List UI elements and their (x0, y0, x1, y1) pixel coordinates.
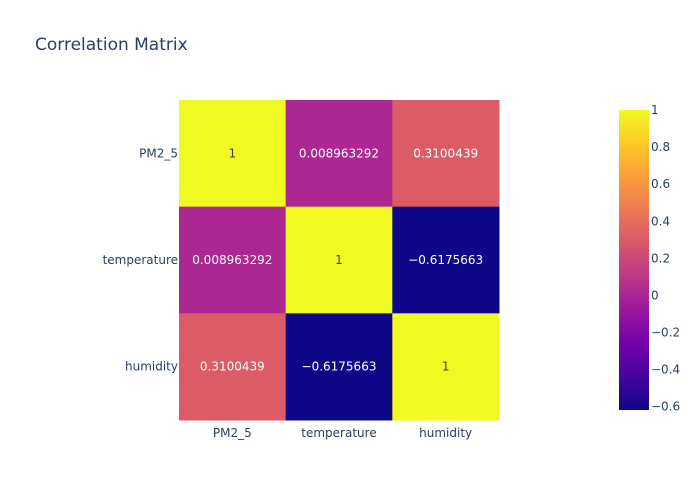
cell-value-label: 1 (229, 146, 237, 160)
x-tick-label: temperature (301, 426, 376, 440)
colorbar-tick-label: 0 (651, 288, 659, 302)
colorbar-tick-label: 0.8 (651, 140, 670, 154)
y-axis-ticks: PM2_5 temperature humidity (103, 146, 178, 373)
x-axis-ticks: PM2_5 temperature humidity (213, 426, 472, 440)
colorbar-tick-label: 1 (651, 103, 659, 117)
heatmap-cell (179, 206, 287, 314)
cell-value-label: −0.6175663 (408, 253, 483, 267)
colorbar-tick-label: 0.4 (651, 214, 670, 228)
heatmap-cell (179, 100, 287, 208)
heatmap-cell (392, 100, 500, 208)
cell-value-label: 0.008963292 (192, 253, 272, 267)
cell-value-label: 0.3100439 (413, 146, 478, 160)
heatmap-cell (285, 100, 393, 208)
y-tick-label: PM2_5 (139, 146, 178, 160)
colorbar-gradient (619, 110, 649, 410)
heatmap-cell (392, 206, 500, 314)
colorbar-tick-label: −0.2 (651, 326, 680, 340)
colorbar-tick-label: −0.4 (651, 363, 680, 377)
heatmap-cell (179, 313, 287, 421)
y-tick-label: humidity (125, 360, 178, 374)
colorbar-tick-label: 0.6 (651, 177, 670, 191)
colorbar-tick-label: 0.2 (651, 251, 670, 265)
cell-value-label: 1 (335, 253, 343, 267)
chart-title: Correlation Matrix (35, 35, 188, 55)
y-tick-label: temperature (103, 253, 178, 267)
heatmap-cell (392, 313, 500, 421)
cell-value-label: 0.3100439 (200, 360, 265, 374)
cell-value-label: −0.6175663 (302, 360, 377, 374)
heatmap-cells (179, 100, 500, 421)
heatmap-cell (285, 206, 393, 314)
cell-value-label: 1 (442, 360, 450, 374)
colorbar-tick-label: −0.6 (651, 400, 680, 414)
cell-value-label: 0.008963292 (299, 146, 379, 160)
heatmap-cell-labels: 1 0.008963292 0.3100439 0.008963292 1 −0.6175… (192, 146, 483, 373)
x-tick-label: PM2_5 (213, 426, 252, 440)
colorbar: 1 0.8 0.6 0.4 0.2 0 −0.2 −0.4 −0.6 (619, 103, 680, 414)
heatmap-cell (285, 313, 393, 421)
x-tick-label: humidity (419, 426, 472, 440)
